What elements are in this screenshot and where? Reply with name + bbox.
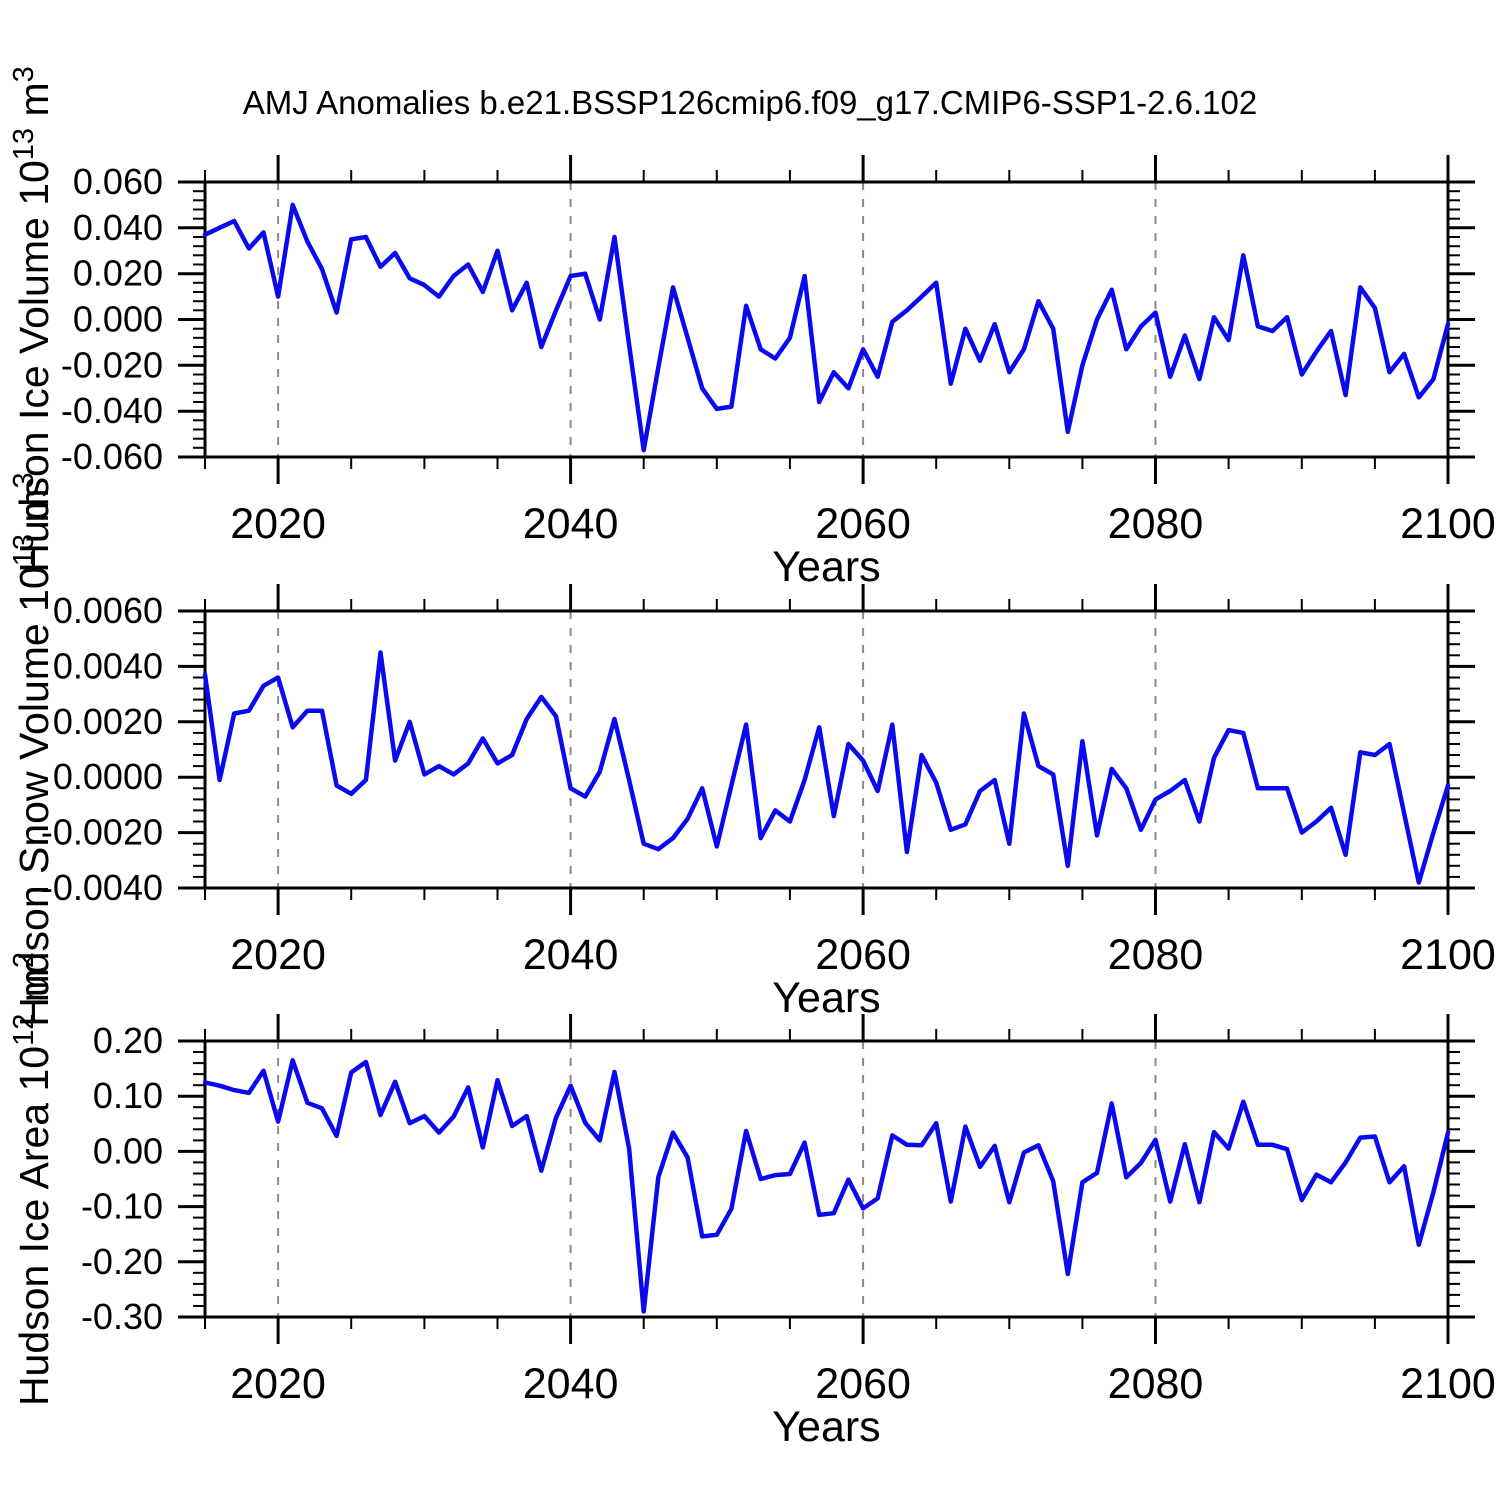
y-tick-label: 0.040 [73,207,163,248]
plot-frame [203,180,1450,459]
y-tick-label: -0.10 [81,1186,163,1227]
y-axis-title: Hudson Ice Area 1012 m2 [8,952,57,1406]
y-tick-label: 0.0040 [53,645,163,686]
y-tick-label: -0.0040 [41,867,163,908]
x-tick-label: 2100 [1400,1360,1496,1408]
x-tick-label: 2060 [815,500,911,548]
y-tick-label: 0.10 [93,1075,163,1116]
y-tick-label: 0.020 [73,253,163,294]
plot-frame [203,1039,1450,1319]
y-axis-title: Hudson Snow Volume 1013 m3 [8,472,57,1026]
y-tick-label: 0.0060 [53,590,163,631]
x-axis-title: Years [772,1403,880,1451]
y-tick-label: -0.0020 [41,812,163,853]
x-tick-label: 2040 [523,500,619,548]
x-tick-label: 2100 [1400,500,1496,548]
y-tick-label: -0.20 [81,1241,163,1282]
x-tick-label: 2020 [230,500,326,548]
panel-hudson-snow-volume: -0.0040 -0.0020 0.0000 0.0020 0.0040 0.0060 20… [8,472,1496,1026]
x-tick-label: 2080 [1108,931,1204,979]
y-tick-label: -0.30 [81,1296,163,1337]
y-tick-label: 0.0000 [53,756,163,797]
y-tick-label: -0.020 [61,344,163,385]
x-axis-title: Years [772,543,880,591]
hudson-ice-area-line [202,1058,1451,1314]
x-tick-label: 2080 [1108,500,1204,548]
x-tick-label: 2060 [815,1360,911,1408]
y-tick-label: -0.060 [61,436,163,477]
y-tick-label: 0.060 [73,161,163,202]
x-tick-label: 2040 [523,1360,619,1408]
y-tick-label: 0.0020 [53,701,163,742]
x-tick-label: 2100 [1400,931,1496,979]
y-tick-label: -0.040 [61,390,163,431]
y-axis-title: Hudson Ice Volume 1013 m3 [8,66,57,573]
y-tick-label: 0.00 [93,1130,163,1171]
hudson-snow-volume-line [202,650,1451,885]
y-tick-label: 0.000 [73,299,163,340]
y-tick-label: 0.20 [93,1020,163,1061]
x-tick-label: 2020 [230,1360,326,1408]
x-tick-label: 2080 [1108,1360,1204,1408]
hudson-ice-volume-line [202,202,1451,453]
panel-hudson-ice-area: -0.30 -0.20 -0.10 0.00 0.10 0.20 2020 2040 2060 2… [8,952,1496,1451]
x-tick-label: 2060 [815,931,911,979]
plot-frame [203,609,1450,890]
x-tick-label: 2040 [523,931,619,979]
chart-title: AMJ Anomalies b.e21.BSSP126cmip6.f09_g17… [242,84,1258,121]
x-tick-label: 2020 [230,931,326,979]
